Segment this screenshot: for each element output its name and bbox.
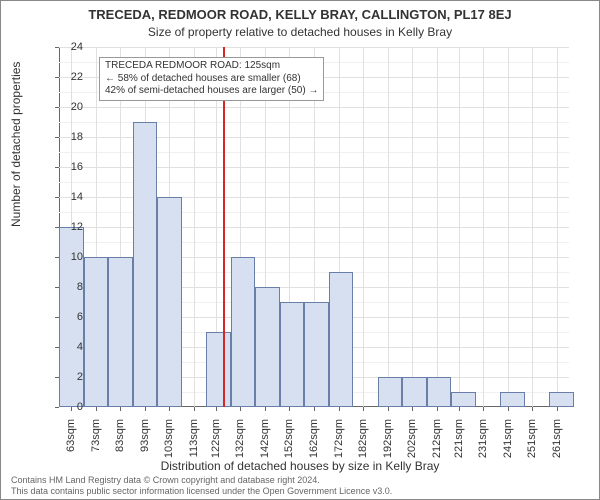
x-tick-label: 251sqm [526,419,538,469]
y-tick-label: 22 [57,71,83,83]
y-tick-label: 6 [57,311,83,323]
annotation-line2: ← 58% of detached houses are smaller (68… [105,73,318,86]
x-tick-label: 212sqm [431,419,443,469]
grid-line-v [557,47,558,407]
footer-line2: This data contains public sector informa… [11,486,392,497]
plot-area: TRECEDA REDMOOR ROAD: 125sqm← 58% of det… [59,47,569,407]
x-tick-mark [265,407,266,411]
y-tick-label: 24 [57,41,83,53]
x-tick-label: 122sqm [210,419,222,469]
grid-line-v [483,47,484,407]
x-tick-label: 63sqm [65,419,77,469]
x-tick-mark [532,407,533,411]
y-tick-label: 4 [57,341,83,353]
x-tick-label: 241sqm [502,419,514,469]
histogram-bar [206,332,231,407]
y-tick-label: 2 [57,371,83,383]
x-tick-label: 132sqm [234,419,246,469]
x-tick-mark [96,407,97,411]
x-tick-mark [216,407,217,411]
x-tick-mark [363,407,364,411]
grid-line-v [459,47,460,407]
x-tick-mark [437,407,438,411]
title-sub: Size of property relative to detached ho… [1,25,599,39]
x-tick-mark [412,407,413,411]
annotation-box: TRECEDA REDMOOR ROAD: 125sqm← 58% of det… [99,57,324,101]
title-main: TRECEDA, REDMOOR ROAD, KELLY BRAY, CALLI… [1,7,599,22]
x-tick-label: 152sqm [283,419,295,469]
y-tick-label: 14 [57,191,83,203]
histogram-bar [280,302,305,407]
y-tick-label: 12 [57,221,83,233]
x-tick-label: 113sqm [188,419,200,469]
histogram-bar [451,392,476,407]
x-tick-mark [508,407,509,411]
histogram-bar [549,392,574,407]
footer-text: Contains HM Land Registry data © Crown c… [11,475,392,497]
annotation-line3: 42% of semi-detached houses are larger (… [105,85,318,98]
x-tick-label: 221sqm [453,419,465,469]
histogram-bar [157,197,182,407]
y-tick-label: 20 [57,101,83,113]
histogram-bar [378,377,403,407]
x-tick-label: 162sqm [308,419,320,469]
histogram-bar [304,302,329,407]
grid-line-v [363,47,364,407]
grid-line-v [194,47,195,407]
x-tick-label: 83sqm [114,419,126,469]
histogram-bar [427,377,452,407]
x-tick-mark [289,407,290,411]
x-tick-label: 261sqm [551,419,563,469]
histogram-bar [500,392,525,407]
x-tick-mark [169,407,170,411]
y-axis-title: Number of detached properties [9,62,23,227]
y-tick-label: 10 [57,251,83,263]
histogram-bar [108,257,133,407]
x-tick-mark [557,407,558,411]
annotation-line1: TRECEDA REDMOOR ROAD: 125sqm [105,60,318,73]
x-tick-mark [145,407,146,411]
x-tick-label: 103sqm [163,419,175,469]
y-tick-label: 18 [57,131,83,143]
x-tick-label: 182sqm [357,419,369,469]
x-tick-label: 93sqm [139,419,151,469]
x-tick-label: 172sqm [333,419,345,469]
x-tick-label: 73sqm [90,419,102,469]
x-tick-label: 231sqm [477,419,489,469]
histogram-bar [133,122,158,407]
y-tick-label: 0 [57,401,83,413]
grid-line-v [508,47,509,407]
histogram-bar [329,272,354,407]
grid-line-v [412,47,413,407]
x-tick-mark [339,407,340,411]
y-tick-label: 16 [57,161,83,173]
histogram-bar [402,377,427,407]
x-tick-mark [388,407,389,411]
reference-line [223,47,225,407]
histogram-bar [255,287,280,407]
x-tick-label: 192sqm [382,419,394,469]
chart-container: TRECEDA, REDMOOR ROAD, KELLY BRAY, CALLI… [0,0,600,500]
x-tick-mark [314,407,315,411]
histogram-bar [84,257,109,407]
histogram-bar [231,257,256,407]
grid-line-v [388,47,389,407]
x-tick-mark [240,407,241,411]
x-tick-mark [459,407,460,411]
grid-line-v [437,47,438,407]
footer-line1: Contains HM Land Registry data © Crown c… [11,475,392,486]
x-tick-label: 202sqm [406,419,418,469]
y-tick-label: 8 [57,281,83,293]
x-tick-label: 142sqm [259,419,271,469]
grid-line-v [532,47,533,407]
x-tick-mark [120,407,121,411]
x-tick-mark [483,407,484,411]
x-tick-mark [194,407,195,411]
